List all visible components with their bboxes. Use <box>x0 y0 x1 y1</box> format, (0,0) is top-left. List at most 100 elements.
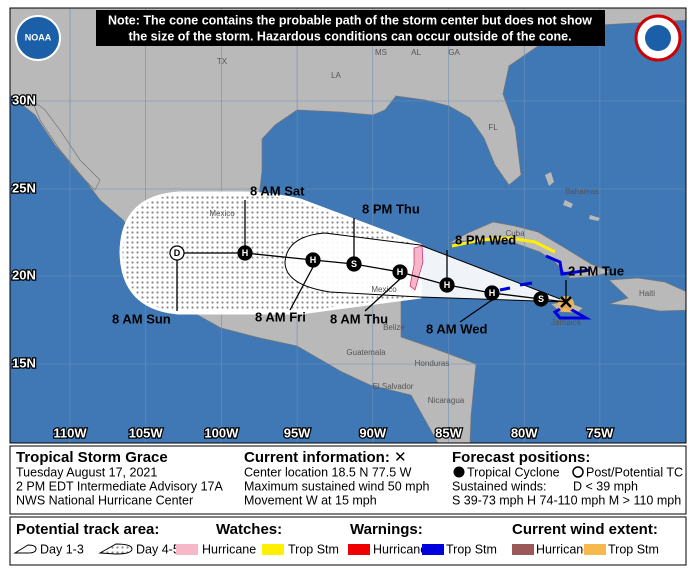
forecast-point-label: H <box>242 248 249 258</box>
place-label: Mexico <box>209 209 235 218</box>
current-title: Current information: ✕ <box>244 449 407 466</box>
place-label: MS <box>375 48 387 57</box>
legend-text: Post/Potential TC <box>586 465 683 479</box>
forecast-point <box>346 256 362 272</box>
place-label: Jamaica <box>551 318 581 327</box>
forecast-title: Forecast positions: <box>452 449 590 466</box>
watch-hurricane-swatch <box>176 544 198 555</box>
legend-text: Sustained winds: <box>452 479 547 493</box>
post-tc-icon <box>572 466 584 478</box>
forecast-point-label: D <box>174 248 181 258</box>
day45-icon <box>98 543 133 555</box>
storm-title: Tropical Storm Grace <box>16 449 168 466</box>
forecast-point-label: S <box>351 259 357 269</box>
legend-text: Hurricane <box>202 542 256 556</box>
time-label: 8 AM Sat <box>250 183 305 198</box>
ts-warning <box>499 254 592 320</box>
wind-ts-swatch <box>584 544 606 555</box>
land-bahamas <box>545 172 600 221</box>
legend-text: Hurricane <box>373 542 427 556</box>
place-label: LA <box>331 71 341 80</box>
forecast-point <box>533 291 549 307</box>
time-label: 8 PM Wed <box>455 232 516 247</box>
time-leader <box>364 278 401 312</box>
place-label: Honduras <box>415 359 450 368</box>
wind-extent-ts <box>558 296 574 312</box>
forecast-point-label: S <box>538 294 544 304</box>
note-line: the size of the storm. Hazardous conditi… <box>128 29 571 43</box>
overlay: 30N 25N 20N 15N 110W 105W 100W 95W 90W 85W 80W 75W T… <box>11 48 655 442</box>
warn-hurricane-swatch <box>348 544 370 555</box>
place-label: Nicaragua <box>428 396 465 405</box>
lon-label: 100W <box>204 425 239 440</box>
legend-text: Day 1-3 <box>40 542 84 556</box>
forecast-point <box>169 245 185 261</box>
current-line: Center location 18.5 N 77.5 W <box>244 465 412 479</box>
wind-hurricane-swatch <box>512 544 534 555</box>
place-label: FL <box>488 123 498 132</box>
lon-label: 95W <box>284 425 311 440</box>
forecast-point <box>305 252 321 268</box>
legend-text: Trop Stm <box>288 542 339 556</box>
cyclone-icon <box>453 466 465 478</box>
note-box <box>96 10 605 46</box>
noaa-logo <box>15 15 61 61</box>
noaa-logo-text: NOAA <box>25 32 52 42</box>
legend-title: Potential track area: <box>16 521 159 538</box>
lon-label: 85W <box>435 425 462 440</box>
lat-label: 30N <box>12 92 36 107</box>
current-line: Maximum sustained wind 50 mph <box>244 479 430 493</box>
land-cuba <box>448 221 613 279</box>
forecast-point <box>237 245 253 261</box>
time-label: 8 PM Thu <box>362 201 420 216</box>
info-line: Tuesday August 17, 2021 <box>16 465 157 479</box>
lon-label: 110W <box>53 425 87 440</box>
time-label: 8 AM Wed <box>426 321 487 336</box>
time-label: 2 PM Tue <box>568 263 624 278</box>
legend-title: Watches: <box>216 521 282 538</box>
legend-text: Trop Stm <box>608 542 659 556</box>
ts-watch <box>451 236 556 254</box>
day13-icon <box>13 544 37 554</box>
legend-panel <box>9 516 687 566</box>
forecast-point-label: H <box>444 280 451 290</box>
lat-label: 25N <box>12 180 36 195</box>
time-label: 8 AM Thu <box>330 311 388 326</box>
forecast-point <box>392 264 408 280</box>
info-line: 2 PM EDT Intermediate Advisory 17A <box>16 479 223 493</box>
legend-title: Current wind extent: <box>512 521 658 538</box>
place-label: AL <box>411 48 421 57</box>
lat-label: 15N <box>12 355 36 370</box>
forecast-point-label: H <box>397 267 404 277</box>
legend-text: Tropical Cyclone <box>467 465 560 479</box>
place-label: TX <box>217 57 228 66</box>
place-label: Bahamas <box>565 187 599 196</box>
legend-text: S 39-73 mph H 74-110 mph M > 110 mph <box>452 493 681 507</box>
legend-text: Trop Stm <box>446 542 497 556</box>
land-hispaniola <box>608 277 686 312</box>
forecast-point <box>439 277 455 293</box>
watch-ts-swatch <box>262 544 284 555</box>
lon-label: 75W <box>587 425 614 440</box>
lon-label: 90W <box>359 425 386 440</box>
lon-label: 80W <box>511 425 538 440</box>
place-label: Haiti <box>639 289 655 298</box>
forecast-point <box>484 285 500 301</box>
place-label: Belize <box>383 323 405 332</box>
time-label: 8 AM Sun <box>112 311 171 326</box>
time-label: 8 AM Fri <box>255 309 306 324</box>
map-frame <box>9 7 687 444</box>
current-line: Movement W at 15 mph <box>244 493 377 507</box>
forecast-point-label: H <box>489 288 496 298</box>
info-panel <box>9 445 687 515</box>
lat-label: 20N <box>12 267 36 282</box>
info-line: NWS National Hurricane Center <box>16 493 193 507</box>
place-label: El Salvador <box>373 382 414 391</box>
place-label: GA <box>448 48 460 57</box>
hurricane-watch <box>409 245 424 291</box>
legend-text: D < 39 mph <box>573 479 638 493</box>
forecast-point-label: H <box>310 255 317 265</box>
time-leader <box>289 266 314 311</box>
time-leader <box>459 299 493 323</box>
legend-text: Day 4-5 <box>136 542 180 556</box>
